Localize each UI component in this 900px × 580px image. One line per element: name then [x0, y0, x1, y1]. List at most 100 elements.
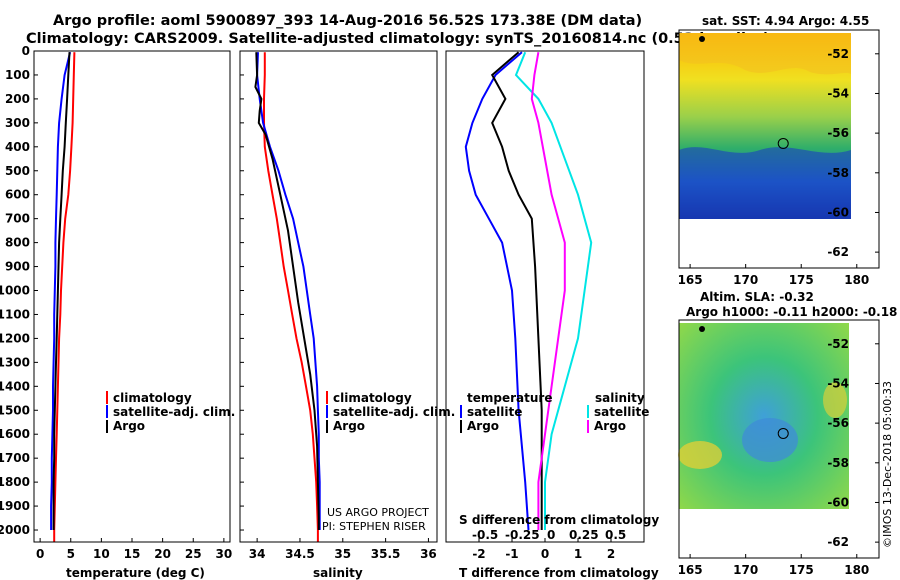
series-line-t-argo	[490, 51, 543, 530]
map-y-tick-label: -58	[827, 166, 849, 180]
legend-label: climatology	[333, 391, 412, 405]
sla-map: Altim. SLA: -0.32 Argo h1000: -0.11 h200…	[678, 290, 898, 577]
sst-cold-patch	[679, 147, 851, 219]
x-tick-label: 10	[93, 547, 110, 561]
depth-tick-label: 1900	[0, 499, 30, 513]
x-tick-label: 36	[420, 547, 437, 561]
map-y-tick-label: -52	[827, 47, 849, 61]
s-tick-label: 0	[547, 528, 555, 542]
temperature-xticks: 0 5 10 15 20 25 30	[34, 50, 232, 561]
pi-annotation: PI: STEPHEN RISER	[322, 520, 426, 533]
map-x-tick-label: 165	[678, 563, 703, 577]
map-x-tick-label: 170	[733, 563, 758, 577]
salinity-legend: climatology satellite-adj. clim. Argo	[326, 391, 455, 433]
depth-tick-label: 500	[5, 164, 30, 178]
sla-high-anomaly	[678, 441, 722, 469]
depth-tick-label: 1600	[0, 427, 30, 441]
depth-tick-label: 1100	[0, 307, 30, 321]
sst-warm-patch	[679, 33, 851, 75]
sla-low-anomaly	[742, 418, 798, 462]
depth-tick-label: 1700	[0, 451, 30, 465]
temperature-legend: climatology satellite-adj. clim. Argo	[106, 391, 235, 433]
salinity-panel: 34 34.5 35 35.5 36 salinity climatology sate…	[239, 50, 455, 580]
map-y-tick-label: -58	[827, 456, 849, 470]
map-x-tick-label: 180	[844, 563, 869, 577]
s-tick-label: 0.5	[605, 528, 626, 542]
map-y-tick-label: -60	[827, 205, 849, 219]
legend-label: Argo	[467, 419, 499, 433]
figure-title-line2: Climatology: CARS2009. Satellite-adjuste…	[26, 31, 770, 47]
x-tick-label: 0	[541, 547, 549, 561]
map-x-tick-label: 165	[678, 273, 703, 287]
series-line-s-argo	[530, 52, 566, 530]
map-y-tick-label: -54	[827, 86, 849, 100]
map-y-tick-label: -60	[827, 495, 849, 509]
depth-tick-label: 200	[5, 92, 30, 106]
series-line-s-satellite	[514, 51, 593, 530]
depth-tick-label: 300	[5, 116, 30, 130]
sla-map-ticks: 165 170 175 180 -52 -54 -56 -58 -60 -62	[678, 337, 879, 577]
map-x-tick-label: 170	[733, 273, 758, 287]
temperature-yticks: 0 100 200 300 400 500 600 700 800 900 1000 1100 1200…	[0, 44, 30, 537]
x-tick-label: 1	[574, 547, 582, 561]
depth-tick-label: 600	[5, 188, 30, 202]
temperature-xlabel: temperature (deg C)	[66, 566, 205, 580]
sst-argo-position-icon	[777, 137, 789, 149]
legend-label: satellite-adj. clim.	[333, 405, 455, 419]
series-line-climatology	[263, 52, 319, 542]
map-y-tick-label: -62	[827, 245, 849, 259]
map-y-tick-label: -52	[827, 337, 849, 351]
legend-label: satellite-adj. clim.	[113, 405, 235, 419]
salinity-lines	[254, 52, 321, 542]
x-tick-label: 20	[154, 547, 171, 561]
sla-field	[679, 323, 849, 509]
series-line-argo	[254, 52, 320, 530]
series-line-t-satellite	[464, 51, 530, 531]
depth-tick-label: 1800	[0, 475, 30, 489]
secondary-axis-ticks: -0.5 -0.25 0 0.25 0.5	[472, 528, 626, 542]
depth-tick-label: 800	[5, 236, 30, 250]
s-tick-label: -0.25	[505, 528, 540, 542]
figure-title-line1: Argo profile: aoml 5900897_393 14-Aug-20…	[53, 13, 642, 29]
x-tick-label: -1	[505, 547, 518, 561]
series-line-argo	[52, 52, 71, 530]
temperature-axes-frame	[33, 50, 231, 543]
s-tick-label: 0.25	[569, 528, 599, 542]
sla-argo-position-icon	[777, 427, 789, 439]
x-tick-label: 35.5	[371, 547, 401, 561]
difference-lines	[464, 51, 593, 531]
legend-label: Argo	[594, 419, 626, 433]
x-tick-label: 15	[124, 547, 141, 561]
sst-map-title: sat. SST: 4.94 Argo: 4.55	[702, 14, 869, 28]
series-line-climatology	[53, 52, 76, 542]
depth-tick-label: 900	[5, 260, 30, 274]
legend-label: climatology	[113, 391, 192, 405]
map-x-tick-label: 175	[789, 273, 814, 287]
depth-tick-label: 700	[5, 212, 30, 226]
sst-map-frame	[678, 29, 880, 269]
s-tick-label: -0.5	[472, 528, 498, 542]
imos-watermark: ©IMOS 13-Dec-2018 05:00:33	[881, 381, 894, 548]
x-tick-label: 34	[249, 547, 266, 561]
depth-tick-label: 400	[5, 140, 30, 154]
x-tick-label: 25	[185, 547, 202, 561]
sst-map: sat. SST: 4.94 Argo: 4.55 165 170 175 180 -5…	[678, 14, 880, 287]
legend-label: satellite	[467, 405, 522, 419]
sst-land-marker	[699, 36, 705, 42]
map-y-tick-label: -56	[827, 416, 849, 430]
map-y-tick-label: -56	[827, 126, 849, 140]
difference-xlabel: T difference from climatology	[459, 566, 659, 580]
legend-label: Argo	[113, 419, 145, 433]
difference-legend: temperature satellite Argo salinity sate…	[460, 391, 649, 433]
sla-map-frame	[678, 319, 880, 559]
salinity-xticks: 34 34.5 35 35.5 36	[240, 50, 437, 561]
legend-heading-salinity: salinity	[595, 391, 645, 405]
x-tick-label: 35	[334, 547, 351, 561]
temperature-lines	[50, 51, 76, 542]
secondary-axis-label: S difference from climatology	[459, 513, 659, 527]
difference-xticks: -2 -1 0 1 2	[472, 538, 615, 561]
project-annotation: US ARGO PROJECT	[327, 506, 429, 519]
x-tick-label: -2	[472, 547, 485, 561]
depth-tick-label: 1200	[0, 331, 30, 345]
